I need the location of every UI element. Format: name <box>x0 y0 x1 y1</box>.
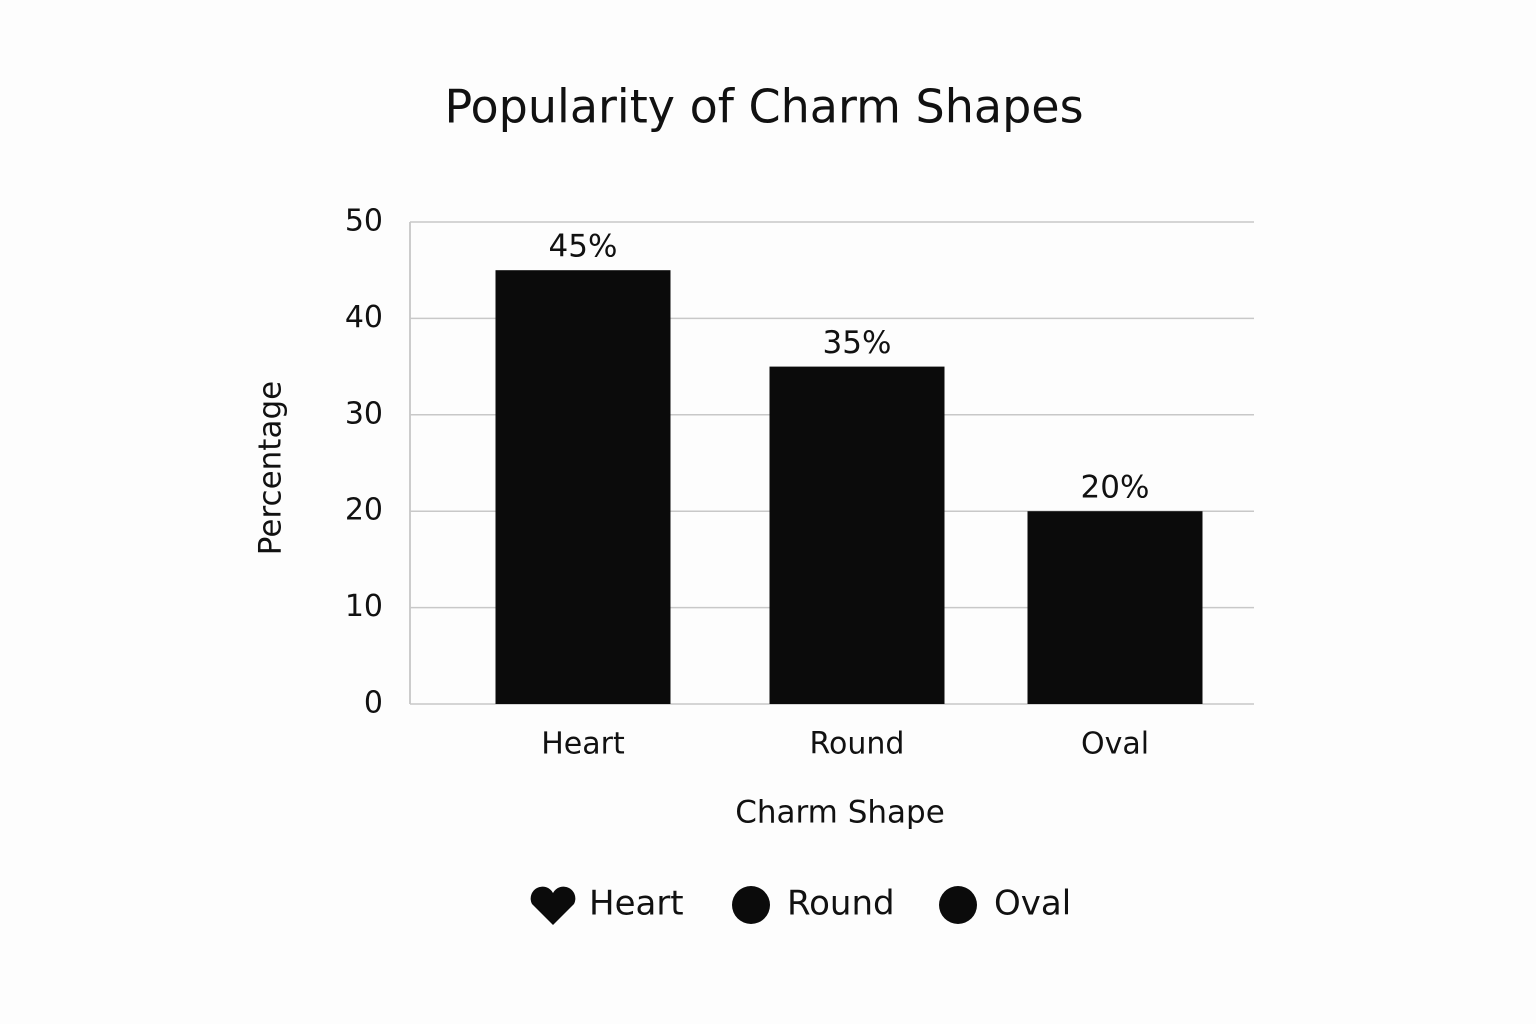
x-tick-label: Round <box>810 727 905 762</box>
y-axis-title: Percentage <box>253 381 289 555</box>
chart-title: Popularity of Charm Shapes <box>444 80 1083 134</box>
y-tick-label: 0 <box>364 686 383 721</box>
bar <box>769 366 945 704</box>
value-label: 45% <box>549 229 618 265</box>
x-tick-label: Oval <box>1081 727 1149 762</box>
x-axis-title: Charm Shape <box>735 795 945 831</box>
x-tick-label: Heart <box>541 727 625 762</box>
legend-label: Oval <box>994 884 1071 924</box>
y-tick-label: 50 <box>345 204 383 239</box>
legend-label: Heart <box>589 884 684 924</box>
bar <box>495 270 671 704</box>
y-tick-label: 20 <box>345 493 383 528</box>
legend-marker <box>530 886 576 925</box>
y-tick-label: 10 <box>345 589 383 624</box>
legend-marker <box>732 886 770 924</box>
legend-marker <box>939 886 977 924</box>
bar <box>1027 511 1203 704</box>
value-label: 35% <box>823 325 892 361</box>
legend-label: Round <box>787 884 895 924</box>
y-tick-label: 30 <box>345 396 383 431</box>
y-tick-label: 40 <box>345 300 383 335</box>
value-label: 20% <box>1081 470 1150 506</box>
